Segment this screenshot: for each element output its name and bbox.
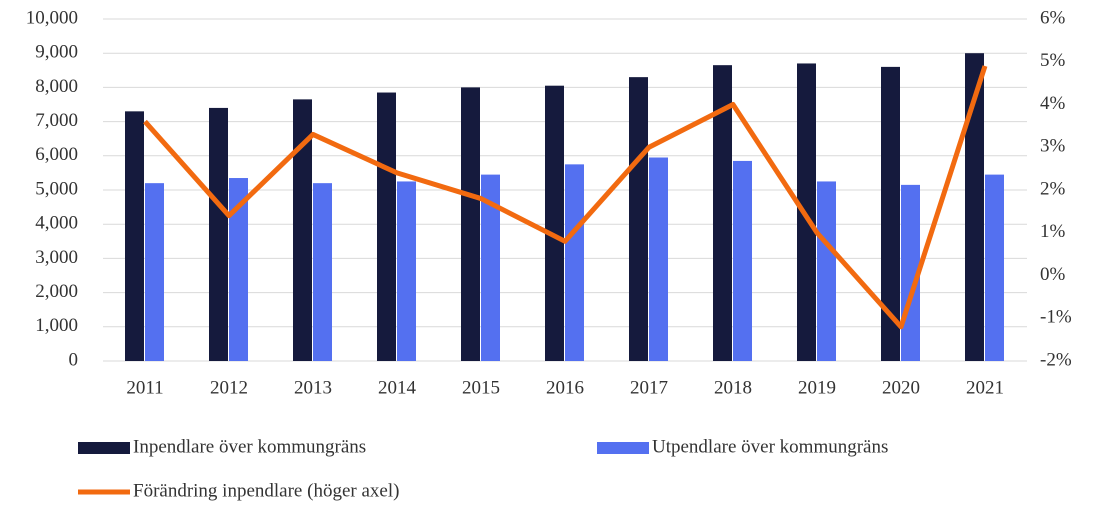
y2-tick-label: 6%: [1040, 7, 1066, 28]
y2-tick-label: -2%: [1040, 349, 1072, 370]
y-tick-label: 6,000: [35, 144, 78, 165]
legend-label: Utpendlare över kommungräns: [652, 436, 888, 457]
y-tick-label: 4,000: [35, 213, 78, 234]
x-tick-label: 2014: [378, 377, 417, 398]
y-tick-label: 1,000: [35, 315, 78, 336]
y2-tick-label: 0%: [1040, 264, 1066, 285]
bar: [817, 181, 836, 361]
bar: [629, 77, 648, 361]
y-tick-label: 9,000: [35, 42, 78, 63]
x-tick-label: 2011: [126, 377, 163, 398]
bar: [377, 92, 396, 361]
x-tick-label: 2015: [462, 377, 500, 398]
x-tick-label: 2021: [966, 377, 1004, 398]
bar: [545, 85, 564, 361]
bar: [649, 157, 668, 361]
legend-label: Inpendlare över kommungräns: [133, 436, 366, 457]
y2-tick-label: 2%: [1040, 178, 1066, 199]
x-tick-label: 2018: [714, 377, 752, 398]
legend-swatch: [78, 442, 130, 454]
y-tick-label: 0: [69, 349, 79, 370]
bar: [313, 183, 332, 361]
y2-tick-label: 1%: [1040, 221, 1066, 242]
x-tick-label: 2013: [294, 377, 332, 398]
legend-label: Förändring inpendlare (höger axel): [133, 480, 399, 501]
bar: [461, 87, 480, 362]
bar: [481, 174, 500, 361]
line: [143, 65, 988, 330]
x-tick-label: 2016: [546, 377, 584, 398]
bar: [965, 53, 984, 361]
bar: [713, 65, 732, 362]
bar: [985, 174, 1004, 361]
y-tick-label: 7,000: [35, 110, 78, 131]
legend-swatch: [597, 442, 649, 454]
y-tick-label: 5,000: [35, 178, 78, 199]
y2-tick-label: 5%: [1040, 50, 1066, 71]
bar: [565, 164, 584, 361]
bar: [397, 181, 416, 361]
y-tick-label: 8,000: [35, 76, 78, 97]
y-tick-label: 10,000: [26, 7, 78, 28]
x-tick-label: 2017: [630, 377, 668, 398]
y-tick-label: 2,000: [35, 281, 78, 302]
bar: [881, 66, 900, 361]
bar: [125, 111, 144, 361]
bar: [145, 183, 164, 361]
y2-tick-label: -1%: [1040, 307, 1072, 328]
bar: [293, 99, 312, 362]
x-tick-label: 2020: [882, 377, 920, 398]
bar: [733, 160, 752, 361]
y-tick-label: 3,000: [35, 247, 78, 268]
y2-tick-label: 4%: [1040, 93, 1066, 114]
x-tick-label: 2019: [798, 377, 836, 398]
y2-tick-label: 3%: [1040, 136, 1066, 157]
bar: [209, 107, 228, 361]
bar: [229, 178, 248, 361]
x-tick-label: 2012: [210, 377, 248, 398]
